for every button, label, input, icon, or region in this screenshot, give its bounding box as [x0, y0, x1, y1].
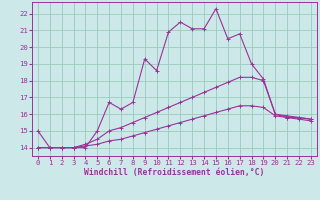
X-axis label: Windchill (Refroidissement éolien,°C): Windchill (Refroidissement éolien,°C): [84, 168, 265, 177]
